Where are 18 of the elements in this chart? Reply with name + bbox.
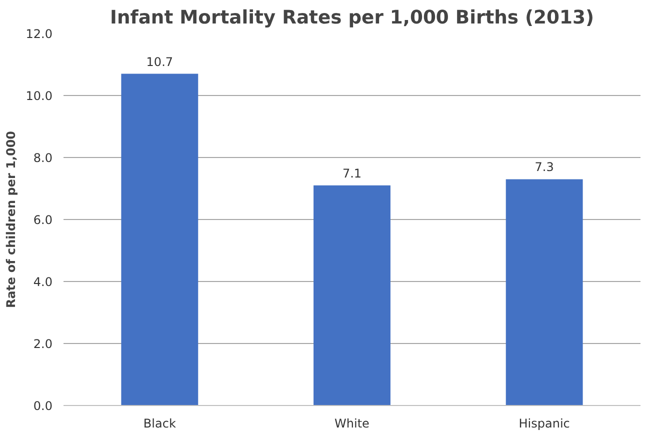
y-tick-label: 8.0 bbox=[33, 151, 53, 165]
y-tick-label: 12.0 bbox=[26, 27, 52, 41]
data-label: 7.3 bbox=[534, 160, 554, 174]
bar bbox=[506, 179, 583, 406]
bar bbox=[314, 185, 390, 406]
data-label: 10.7 bbox=[146, 54, 174, 69]
y-tick-label: 0.0 bbox=[33, 399, 53, 413]
y-axis-title: Rate of children per 1,000 bbox=[4, 130, 18, 308]
x-tick-label: White bbox=[334, 416, 370, 430]
y-tick-label: 6.0 bbox=[33, 213, 53, 227]
chart-title: Infant Mortality Rates per 1,000 Births (2013) bbox=[110, 8, 594, 28]
x-tick-label: Hispanic bbox=[518, 416, 570, 430]
data-label: 7.1 bbox=[342, 166, 362, 180]
y-tick-label: 2.0 bbox=[33, 337, 53, 351]
y-tick-label: 10.0 bbox=[26, 89, 52, 103]
y-tick-label: 4.0 bbox=[33, 275, 53, 289]
bar bbox=[121, 74, 198, 406]
x-tick-label: Black bbox=[143, 416, 176, 430]
